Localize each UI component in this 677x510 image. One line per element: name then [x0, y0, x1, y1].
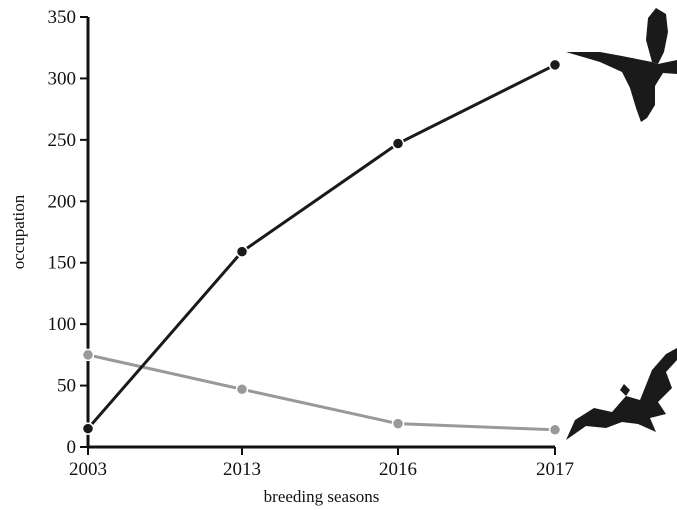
series-0 [83, 59, 561, 434]
y-tick-label: 0 [67, 437, 77, 458]
x-tick-label: 2016 [379, 459, 417, 480]
x-tick-label: 2013 [223, 459, 261, 480]
x-tick-label: 2017 [536, 459, 574, 480]
series-line [88, 355, 555, 430]
icons [566, 8, 677, 440]
data-point [393, 418, 404, 429]
series-line [88, 65, 555, 429]
y-tick-label: 300 [48, 68, 77, 89]
y-tick-label: 200 [48, 191, 77, 212]
y-tick-label: 250 [48, 130, 77, 151]
series-1 [83, 349, 561, 435]
data-point [237, 384, 248, 395]
data-point [393, 138, 404, 149]
data-point [237, 246, 248, 257]
y-tick-label: 150 [48, 253, 77, 274]
series-lines [83, 59, 561, 435]
swift-silhouette-icon [566, 8, 677, 122]
x-axis-title: breeding seasons [264, 487, 380, 506]
y-axis-title: occupation [9, 194, 28, 269]
data-point [83, 423, 94, 434]
y-tick-label: 50 [57, 376, 76, 397]
y-tick-label: 100 [48, 314, 77, 335]
bat-silhouette-icon [566, 348, 677, 440]
y-tick-label: 350 [48, 7, 77, 28]
x-tick-label: 2003 [69, 459, 107, 480]
data-point [550, 59, 561, 70]
data-point [83, 349, 94, 360]
axes: 0 50 100 150 200 250 300 350 2003 2013 2016 2017 bre… [9, 7, 574, 506]
data-point [550, 424, 561, 435]
